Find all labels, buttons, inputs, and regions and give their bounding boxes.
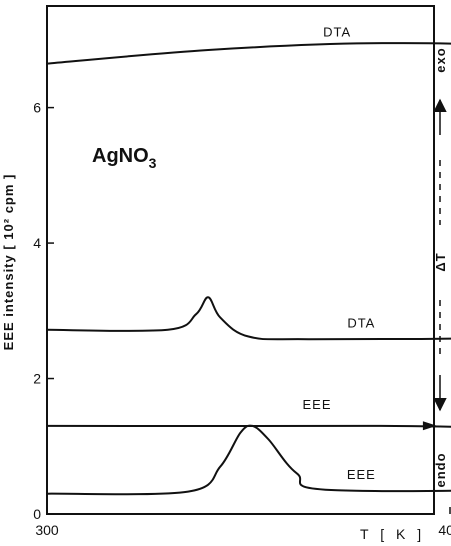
- plot-frame: [46, 5, 435, 515]
- x-tick-label: 400: [438, 522, 451, 538]
- dta-curve: [46, 296, 451, 341]
- curve-arrows: [422, 421, 437, 431]
- x-tick-label: 300: [35, 522, 59, 538]
- axis-ticks: 3004005000246: [33, 100, 451, 538]
- y-axis-label: EEE intensity [ 10² cpm ]: [1, 174, 16, 351]
- eee-curve: [46, 424, 451, 496]
- y-tick-label: 0: [33, 506, 41, 522]
- right-axis-bottom-label: endo: [433, 452, 448, 487]
- dta-curve-label: DTA: [347, 316, 375, 331]
- x-axis-label: T [ K ]: [360, 526, 425, 542]
- y-tick-label: 6: [33, 100, 41, 116]
- dta-curve: [46, 42, 451, 65]
- y-tick-label: 2: [33, 371, 41, 387]
- y-tick-label: 4: [33, 235, 41, 251]
- compound-label: AgNO3: [92, 145, 157, 171]
- eee-curve-label: EEE: [303, 397, 332, 412]
- right-axis-label: ΔT: [433, 252, 448, 271]
- eee-curve-label: EEE: [347, 467, 376, 482]
- right-axis-top-label: exo: [433, 47, 448, 72]
- eee-direction-arrow: [422, 421, 437, 431]
- dta-curve-label: DTA: [323, 24, 351, 39]
- curves: [46, 42, 451, 496]
- curve-labels: DTA DTA EEE EEE: [303, 24, 376, 482]
